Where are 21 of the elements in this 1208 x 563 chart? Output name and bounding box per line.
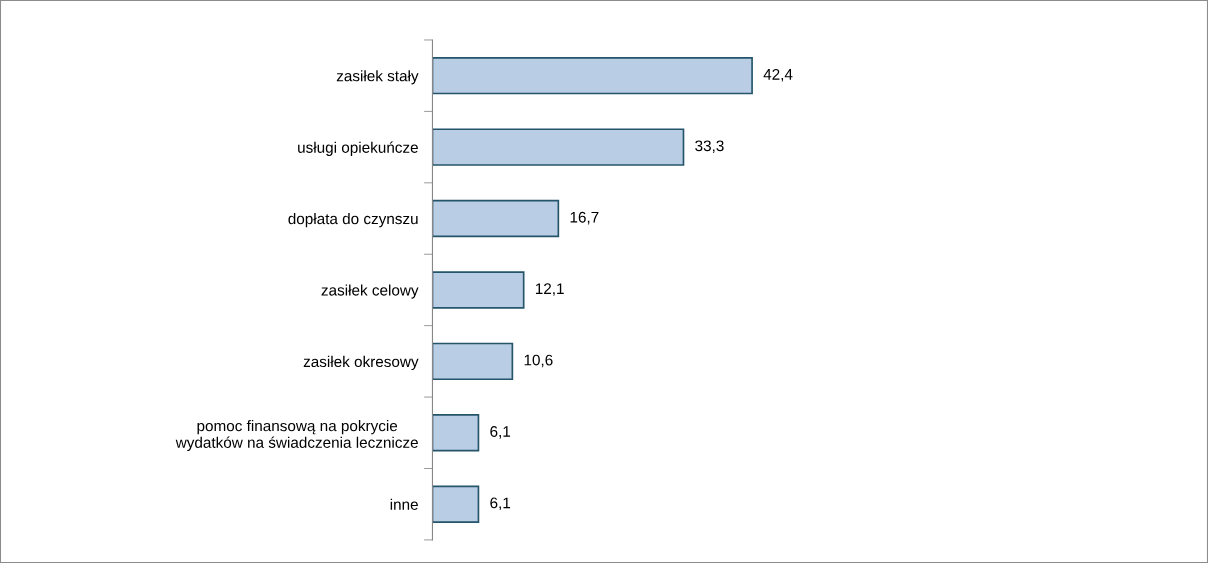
y-tick-label: dopłata do czynszu	[288, 212, 418, 228]
data-label: 6,1	[490, 426, 511, 439]
y-tick-label: zasiłek stały	[336, 70, 419, 85]
bar	[432, 271, 525, 309]
y-tick-label: pomoc finansową na pokrycie wydatków na świadczenia lecznicze	[175, 420, 418, 451]
bar	[432, 414, 480, 452]
data-label: 16,7	[570, 211, 599, 225]
bar	[432, 485, 480, 523]
bar	[432, 199, 560, 238]
bar	[432, 56, 753, 95]
data-label: 10,6	[524, 354, 553, 368]
data-label: 42,4	[763, 68, 793, 82]
bar	[432, 342, 514, 381]
bar	[432, 128, 685, 166]
data-label: 6,1	[490, 497, 511, 511]
y-tick-label: usługi opiekuńcze	[298, 141, 418, 156]
data-label: 33,3	[695, 140, 724, 154]
data-label: 12,1	[535, 283, 564, 296]
y-tick-label: zasiłek okresowy	[303, 355, 419, 371]
y-tick-label: zasiłek celowy	[321, 284, 419, 299]
y-tick-label: inne	[390, 498, 418, 510]
